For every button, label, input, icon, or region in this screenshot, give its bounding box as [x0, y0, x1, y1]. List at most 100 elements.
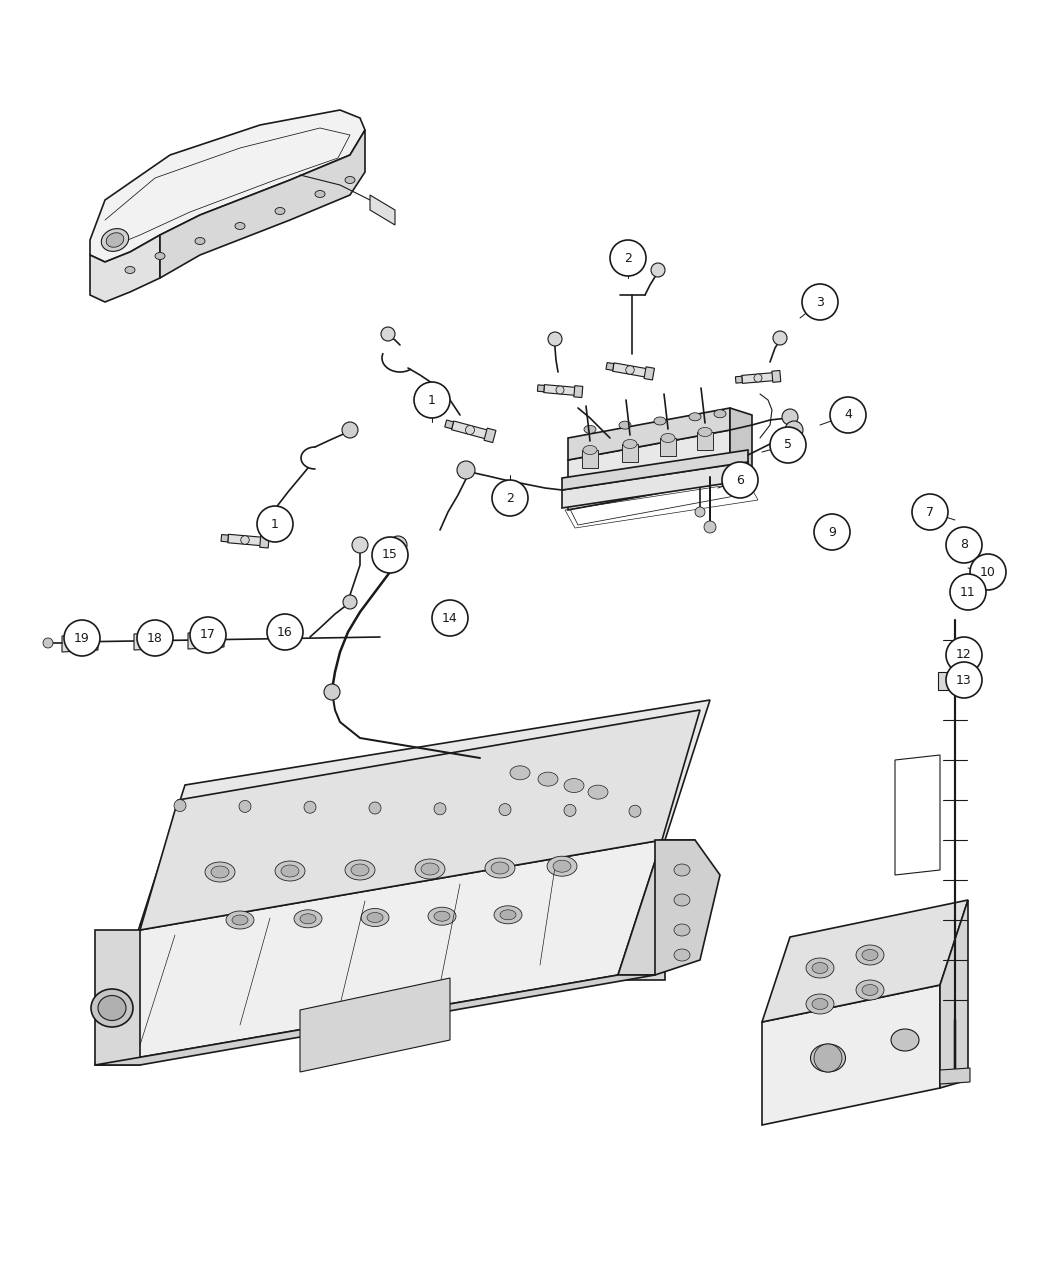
Ellipse shape: [806, 994, 834, 1014]
Ellipse shape: [491, 862, 509, 873]
Circle shape: [651, 263, 665, 277]
Circle shape: [946, 638, 982, 673]
Polygon shape: [544, 385, 576, 395]
Circle shape: [830, 397, 866, 434]
Ellipse shape: [806, 958, 834, 978]
Circle shape: [564, 805, 576, 816]
Ellipse shape: [195, 237, 205, 245]
Circle shape: [136, 620, 173, 657]
Polygon shape: [568, 408, 730, 460]
Circle shape: [465, 426, 475, 435]
Circle shape: [773, 332, 788, 346]
Ellipse shape: [101, 228, 129, 251]
Ellipse shape: [368, 913, 383, 923]
Polygon shape: [741, 372, 774, 384]
Circle shape: [626, 366, 634, 375]
Polygon shape: [220, 534, 228, 542]
Text: 9: 9: [828, 525, 836, 538]
Ellipse shape: [674, 894, 690, 907]
Polygon shape: [140, 840, 665, 924]
Ellipse shape: [106, 233, 124, 247]
Text: 8: 8: [960, 538, 968, 552]
Ellipse shape: [281, 864, 299, 877]
Polygon shape: [134, 632, 170, 650]
Ellipse shape: [98, 996, 126, 1020]
Circle shape: [372, 537, 408, 572]
Ellipse shape: [434, 912, 450, 922]
Circle shape: [946, 527, 982, 564]
Circle shape: [457, 462, 475, 479]
Polygon shape: [94, 929, 140, 1065]
Ellipse shape: [584, 426, 596, 434]
Circle shape: [174, 799, 186, 812]
Text: 19: 19: [75, 631, 90, 644]
Polygon shape: [735, 376, 742, 384]
Text: 17: 17: [201, 629, 216, 641]
Ellipse shape: [862, 950, 878, 960]
Circle shape: [324, 683, 340, 700]
Ellipse shape: [891, 1029, 919, 1051]
Circle shape: [434, 803, 446, 815]
Ellipse shape: [547, 857, 578, 876]
Circle shape: [414, 382, 450, 418]
Polygon shape: [938, 672, 975, 690]
Ellipse shape: [500, 910, 516, 919]
Circle shape: [343, 595, 357, 609]
Circle shape: [814, 1044, 842, 1072]
Ellipse shape: [654, 417, 666, 425]
Ellipse shape: [415, 859, 445, 878]
Circle shape: [802, 284, 838, 320]
Text: 15: 15: [382, 548, 398, 561]
Polygon shape: [452, 421, 488, 439]
Ellipse shape: [689, 413, 701, 421]
Circle shape: [190, 617, 226, 653]
Text: 2: 2: [624, 251, 632, 264]
Ellipse shape: [428, 908, 456, 926]
Ellipse shape: [275, 861, 304, 881]
Ellipse shape: [583, 445, 597, 454]
Circle shape: [785, 421, 803, 439]
Circle shape: [239, 801, 251, 812]
Ellipse shape: [315, 190, 326, 198]
Ellipse shape: [485, 858, 514, 878]
Polygon shape: [568, 430, 730, 510]
Text: 6: 6: [736, 473, 744, 487]
Circle shape: [610, 240, 646, 275]
Ellipse shape: [662, 434, 675, 442]
Circle shape: [64, 620, 100, 657]
Ellipse shape: [235, 223, 245, 230]
Circle shape: [342, 422, 358, 439]
Text: 4: 4: [844, 408, 852, 422]
Ellipse shape: [812, 963, 828, 974]
Circle shape: [770, 427, 806, 463]
Circle shape: [304, 801, 316, 813]
Ellipse shape: [553, 861, 571, 872]
Text: 2: 2: [506, 491, 513, 505]
Text: 16: 16: [277, 626, 293, 639]
Polygon shape: [484, 428, 496, 442]
Circle shape: [43, 638, 53, 648]
Polygon shape: [62, 634, 98, 652]
Polygon shape: [618, 840, 695, 975]
Ellipse shape: [510, 766, 530, 780]
Ellipse shape: [345, 176, 355, 184]
Text: 1: 1: [271, 518, 279, 530]
Polygon shape: [94, 840, 662, 1065]
Circle shape: [240, 536, 249, 544]
Ellipse shape: [361, 909, 388, 927]
Ellipse shape: [345, 861, 375, 880]
Polygon shape: [300, 978, 450, 1072]
Ellipse shape: [698, 427, 712, 436]
Ellipse shape: [674, 949, 690, 961]
Ellipse shape: [351, 864, 369, 876]
Polygon shape: [370, 195, 395, 224]
Circle shape: [381, 326, 395, 340]
Polygon shape: [762, 986, 940, 1125]
Circle shape: [754, 374, 762, 382]
Circle shape: [946, 662, 982, 697]
Polygon shape: [445, 419, 454, 428]
Polygon shape: [562, 462, 748, 507]
Circle shape: [722, 462, 758, 499]
Text: 10: 10: [980, 566, 996, 579]
Ellipse shape: [294, 910, 322, 928]
